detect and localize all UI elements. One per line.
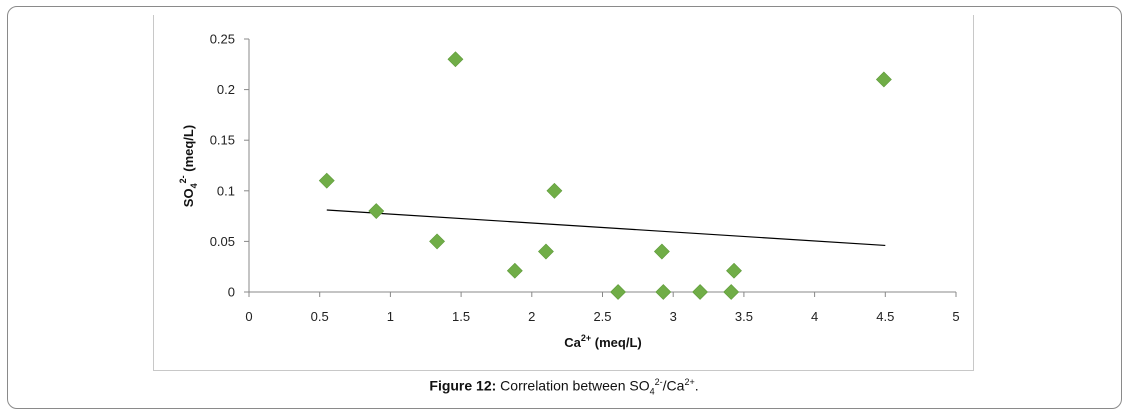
caption-superscript-1: 2- (654, 377, 663, 387)
y-tick-label: 0.1 (217, 183, 235, 198)
x-tick-label: 2 (528, 309, 535, 324)
y-tick-label: 0 (228, 285, 235, 300)
data-point (546, 182, 563, 199)
data-point (610, 284, 626, 300)
y-axis-title: SO42- (meq/L) (178, 125, 199, 207)
trendline (326, 209, 886, 247)
x-axis-title: Ca2+ (meq/L) (564, 333, 641, 350)
x-tick-label: 3.5 (735, 309, 753, 324)
caption-subscript: 4 (649, 386, 655, 397)
data-point (429, 233, 445, 250)
x-tick-label: 5 (952, 309, 959, 324)
y-tick-label: 0.05 (210, 234, 235, 249)
x-tick-label: 1 (387, 309, 394, 324)
x-tick-label: 0 (245, 309, 252, 324)
data-point (875, 71, 892, 88)
data-point (723, 284, 740, 300)
trendline-layer (326, 209, 886, 247)
y-tick-label: 0.2 (217, 82, 235, 97)
x-tick-label: 4.5 (876, 309, 894, 324)
y-tick-label: 0.15 (210, 133, 235, 148)
caption-text: Correlation between SO (496, 377, 650, 394)
x-tick-label: 0.5 (311, 309, 329, 324)
data-point (368, 203, 385, 219)
data-point (692, 284, 708, 300)
data-point (655, 284, 672, 300)
x-tick-label: 2.5 (593, 309, 611, 324)
caption-superscript-2: 2+ (684, 377, 695, 387)
data-point (447, 51, 464, 68)
data-point (318, 172, 335, 189)
caption-label: Figure 12: (429, 377, 497, 394)
data-point (653, 243, 670, 260)
axes: 0 0.05 0.1 0.15 0.2 0.25 0 0.5 1 1.5 2 2.5 3 3.5 4 4.5 5 (210, 32, 960, 325)
data-point (726, 262, 742, 279)
y-tick-label: 0.25 (210, 32, 235, 47)
caption-text-end: . (694, 377, 699, 394)
chart-area (153, 15, 974, 371)
caption-text-mid: /Ca (662, 377, 685, 394)
x-tick-label: 3 (670, 309, 677, 324)
data-point (506, 262, 523, 279)
figure-caption: Figure 12: Correlation between SO42-/Ca2… (0, 377, 1128, 396)
x-tick-label: 4 (811, 309, 818, 324)
data-point (538, 243, 554, 260)
x-tick-label: 1.5 (452, 309, 470, 324)
data-points (318, 51, 892, 300)
